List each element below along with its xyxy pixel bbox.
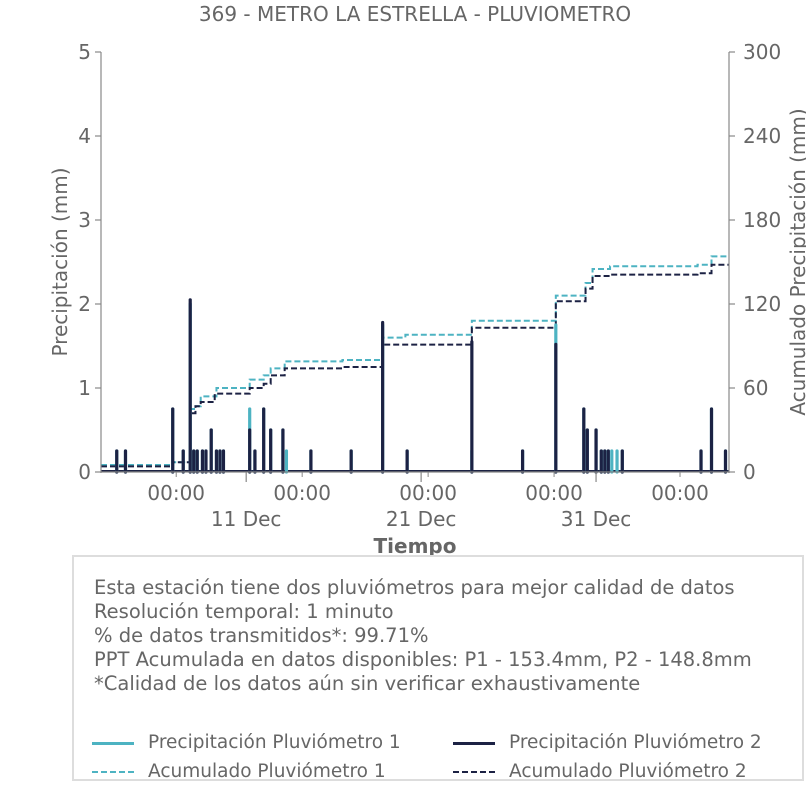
y-tick-label-1: 1 [78,376,91,400]
info-line-stations: Esta estación tiene dos pluviómetros par… [94,576,735,599]
y2-tick-label-2: 120 [743,292,781,316]
x-major-tick-label-0: 11 Dec [211,507,282,531]
info-line-resolution: Resolución temporal: 1 minuto [94,600,394,623]
y2-tick-label-1: 60 [743,376,768,400]
legend-item-p2-acc: Acumulado Pluviómetro 2 [453,761,793,785]
y2-tick-label-5: 300 [743,40,781,64]
legend-item-p1-acc: Acumulado Pluviómetro 1 [92,761,432,785]
axes [100,52,730,473]
legend-swatch-p2-bar [453,742,495,745]
legend-label-p2-bar: Precipitación Pluviómetro 2 [509,732,762,753]
y-tick-label-4: 4 [78,124,91,148]
legend-label-p1-bar: Precipitación Pluviómetro 1 [148,732,401,753]
legend-label-p2-acc: Acumulado Pluviómetro 2 [509,761,747,782]
y-axis-ticks: 0 1 2 3 4 5 [78,40,101,484]
info-line-transmitted: % de datos transmitidos*: 99.71% [94,624,429,647]
chart-title: 369 - METRO LA ESTRELLA - PLUVIOMETRO [199,2,631,26]
y-axis-label: Precipitación (mm) [48,167,72,356]
x-minor-tick-label-0: 00:00 [147,481,205,505]
info-line-quality-note: *Calidad de los datos aún sin verificar … [94,672,641,695]
legend-swatch-p2-acc [453,771,495,773]
y2-axis-ticks: 0 60 120 180 240 300 [729,40,781,484]
series-acc-p1-line [101,255,729,466]
legend-item-p1-bar: Precipitación Pluviómetro 1 [92,732,432,756]
x-minor-tick-label-3: 00:00 [525,481,583,505]
x-minor-tick-label-4: 00:00 [651,481,709,505]
x-axis-label: Tiempo [374,534,457,555]
y-tick-label-2: 2 [78,292,91,316]
x-minor-tick-label-2: 00:00 [399,481,457,505]
y-tick-label-5: 5 [78,40,91,64]
legend-item-p2-bar: Precipitación Pluviómetro 2 [453,732,793,756]
legend-label-p1-acc: Acumulado Pluviómetro 1 [148,761,386,782]
series-acc-p2-line [101,263,729,468]
legend-swatch-p1-bar [92,742,134,745]
y2-axis-label: Acumulado Precipitación (mm) [786,108,806,415]
x-major-tick-label-2: 31 Dec [561,507,632,531]
info-line-accumulated: PPT Acumulada en datos disponibles: P1 -… [94,648,752,671]
y2-tick-label-4: 240 [743,124,781,148]
x-minor-tick-label-1: 00:00 [273,481,331,505]
info-legend-box: Esta estación tiene dos pluviómetros par… [72,555,804,782]
y-tick-label-3: 3 [78,208,91,232]
y2-tick-label-0: 0 [743,460,756,484]
y-tick-label-0: 0 [78,460,91,484]
precipitation-chart: 369 - METRO LA ESTRELLA - PLUVIOMETRO 0 1… [48,2,806,555]
legend-swatch-p1-acc [92,771,134,773]
y2-tick-label-3: 180 [743,208,781,232]
plot-area [101,255,729,474]
x-major-tick-label-1: 21 Dec [386,507,457,531]
